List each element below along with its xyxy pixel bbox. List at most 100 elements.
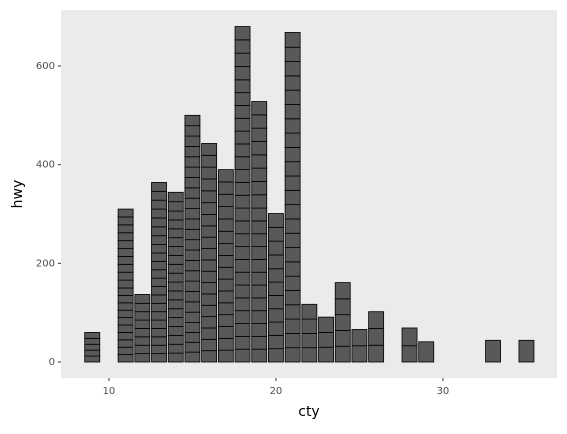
bar-segment: [251, 271, 268, 286]
bar-segment: [167, 317, 184, 327]
bar-segment: [217, 302, 234, 316]
bar-segment: [284, 275, 301, 291]
bar-segment: [151, 302, 167, 313]
bar-segment: [217, 349, 234, 363]
bar-segment: [201, 282, 218, 295]
bar-segment: [167, 255, 184, 265]
bar-segment: [117, 295, 134, 304]
x-tick-label: 20: [270, 386, 283, 397]
bar-segment: [117, 224, 134, 234]
bar-segment: [184, 114, 201, 127]
bar-segment: [167, 228, 184, 239]
bar-segment: [117, 216, 134, 226]
bar-segment: [167, 299, 184, 310]
bar-segment: [167, 191, 184, 203]
bar-segment: [234, 271, 251, 286]
bar-segment: [184, 156, 201, 168]
bar-segment: [268, 295, 284, 310]
bar-segment: [151, 344, 167, 355]
bar-segment: [284, 290, 301, 306]
bar-segment: [201, 350, 218, 363]
bar-segment: [84, 332, 101, 339]
bar-segment: [284, 304, 301, 320]
bar-segment: [117, 271, 134, 281]
bar-segment: [201, 293, 218, 306]
bar-segment: [251, 220, 268, 235]
bar-segment: [251, 258, 268, 273]
bar-segment: [117, 248, 134, 257]
bar-segment: [151, 235, 167, 245]
bar-segment: [84, 355, 101, 363]
bar-segment: [251, 101, 268, 116]
bar-segment: [134, 294, 151, 304]
bar-segment: [268, 213, 284, 228]
bar-segment: [201, 225, 218, 238]
bar-segment: [368, 344, 385, 363]
bar-segment: [251, 194, 268, 209]
bar-segment: [117, 317, 134, 326]
bar-segment: [167, 263, 184, 274]
bar-segment: [318, 346, 334, 363]
bar-segment: [151, 286, 167, 296]
bar-segment: [234, 130, 251, 145]
bar-segment: [318, 316, 334, 333]
bar-segment: [201, 178, 218, 192]
bar-segment: [217, 181, 234, 195]
bar-segment: [134, 344, 151, 355]
bar-segment: [217, 193, 234, 208]
bar-segment: [117, 354, 134, 363]
bar-segment: [201, 327, 218, 340]
bar-segment: [201, 166, 218, 180]
bar-segment: [184, 125, 201, 137]
bar-segment: [117, 232, 134, 242]
bar-segment: [251, 246, 268, 260]
bar-segment: [284, 161, 301, 177]
bar-segment: [251, 310, 268, 324]
bar-segment: [251, 233, 268, 247]
bar-segment: [184, 351, 201, 363]
bar-segment: [234, 310, 251, 324]
x-axis-label: cty: [298, 404, 319, 420]
bar-segment: [151, 311, 167, 321]
bar-segment: [184, 177, 201, 189]
bar-segment: [334, 314, 351, 331]
bar-segment: [485, 339, 501, 363]
bar-segment: [234, 143, 251, 158]
bar-segment: [284, 204, 301, 220]
bar-segment: [251, 114, 268, 129]
bar-segment: [151, 277, 167, 287]
bar-segment: [284, 147, 301, 163]
bar-segment: [201, 214, 218, 227]
bar-segment: [268, 268, 284, 283]
bar-segment: [184, 218, 201, 230]
bars: [84, 26, 535, 363]
bar-segment: [251, 154, 268, 169]
bar-segment: [217, 206, 234, 220]
y-tick-label: 0: [49, 357, 55, 368]
bar-segment: [234, 246, 251, 260]
bar-segment: [167, 281, 184, 292]
bar-segment: [284, 247, 301, 263]
bar-segment: [167, 246, 184, 256]
bar-segment: [301, 332, 318, 349]
bar-segment: [284, 347, 301, 363]
bar-segment: [134, 336, 151, 346]
bar-segment: [117, 309, 134, 319]
bar-segment: [284, 175, 301, 191]
bar-segment: [184, 301, 201, 313]
bar-segment: [217, 278, 234, 292]
bar-segment: [151, 353, 167, 363]
bar-segment: [117, 256, 134, 265]
bar-segment: [234, 52, 251, 67]
bar-segment: [334, 345, 351, 363]
bar-segment: [184, 208, 201, 220]
bar-segment: [251, 284, 268, 299]
bar-segment: [217, 218, 234, 232]
bar-segment: [234, 194, 251, 209]
bar-segment: [84, 343, 101, 351]
bar-segment: [301, 303, 318, 320]
bar-segment: [167, 308, 184, 319]
bar-segment: [167, 201, 184, 212]
bar-segment: [234, 117, 251, 132]
bar-segment: [201, 202, 218, 215]
